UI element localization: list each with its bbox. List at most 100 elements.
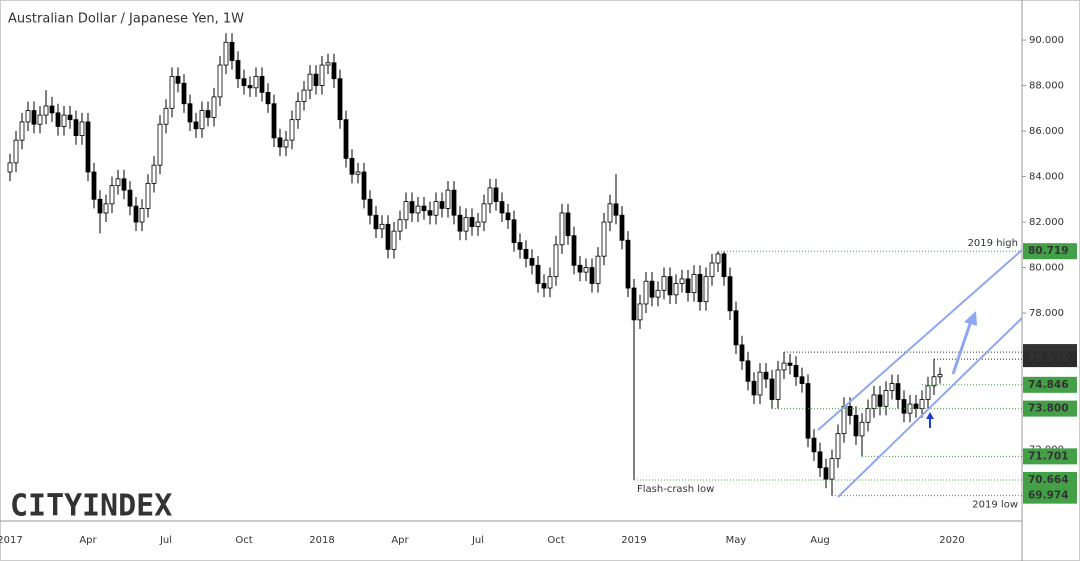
candle-body — [691, 273, 697, 293]
candle-body — [121, 178, 127, 191]
candle-body — [709, 262, 715, 278]
candle-body — [499, 201, 505, 214]
candle-body — [199, 110, 205, 130]
candle-body — [559, 212, 565, 246]
candle-body — [535, 264, 541, 284]
candle-body — [463, 217, 469, 232]
candle-body — [811, 437, 817, 453]
candle-body — [763, 371, 769, 380]
candle-body — [769, 378, 775, 400]
candle-body — [859, 421, 865, 437]
candle-body — [583, 267, 589, 273]
candle-body — [595, 255, 601, 284]
candle-body — [679, 278, 685, 284]
candle-body — [331, 62, 337, 80]
candle-body — [505, 212, 511, 221]
candle-body — [925, 385, 931, 400]
x-tick-label: Oct — [547, 535, 564, 546]
candle-body — [733, 310, 739, 346]
candle-body — [793, 364, 799, 378]
candle-body — [289, 119, 295, 141]
projection-arrow-head — [964, 311, 977, 326]
candle-body — [517, 242, 523, 250]
candle-body — [229, 41, 235, 61]
candle-body — [247, 85, 253, 89]
candle-body — [55, 112, 61, 127]
candle-body — [649, 280, 655, 298]
candle-body — [871, 394, 877, 410]
candle-body — [685, 278, 691, 293]
candle-body — [913, 403, 919, 410]
candle-body — [835, 433, 841, 460]
candle-body — [661, 276, 667, 291]
candle-body — [781, 362, 787, 371]
candle-body — [295, 101, 301, 121]
x-tick-label: 2019 — [621, 535, 646, 546]
level-label: 70.664 — [1028, 474, 1069, 486]
candle-body — [643, 280, 649, 305]
candle-body — [283, 139, 289, 148]
brand-index: INDEX — [82, 489, 172, 524]
candle-body — [319, 64, 325, 86]
candle-body — [337, 78, 343, 121]
candle-body — [427, 210, 433, 216]
x-tick-label: 2017 — [0, 535, 23, 546]
candle-body — [157, 123, 163, 166]
candle-body — [67, 114, 73, 121]
candle-body — [817, 451, 823, 469]
candle-body — [937, 374, 943, 378]
candle-body — [151, 164, 157, 184]
annotations — [817, 249, 1023, 498]
candle-body — [727, 276, 733, 312]
y-tick-label: 88.000 — [1029, 81, 1064, 92]
candle-body — [7, 162, 13, 173]
level-note: 2019 low — [972, 500, 1018, 511]
y-tick-label: 90.000 — [1029, 35, 1064, 46]
candle-body — [745, 360, 751, 382]
candle-body — [235, 60, 241, 80]
candle-body — [601, 221, 607, 257]
candle-body — [469, 217, 475, 227]
level-box — [1023, 400, 1077, 417]
candle-body — [391, 230, 397, 250]
candle-body — [301, 89, 307, 102]
candle-body — [751, 380, 757, 396]
candle-body — [49, 105, 55, 114]
candle-body — [85, 121, 91, 173]
level-box — [1023, 448, 1077, 465]
candle-body — [703, 276, 709, 303]
candle-body — [865, 408, 871, 423]
candle-body — [145, 182, 151, 209]
channel-lower — [837, 317, 1023, 498]
candle-body — [211, 96, 217, 118]
candle-body — [625, 239, 631, 289]
candle-body — [253, 76, 259, 89]
candle-body — [829, 458, 835, 480]
candle-body — [853, 415, 859, 437]
level-label: 80.719 — [1028, 245, 1069, 257]
level-box — [1023, 487, 1077, 504]
candle-body — [415, 205, 421, 214]
level-label: 75.976 — [1028, 353, 1069, 365]
candle-body — [13, 139, 19, 164]
signal-arrow-head — [926, 412, 934, 419]
candle-body — [217, 64, 223, 98]
candle-body — [265, 91, 271, 105]
candle-body — [565, 212, 571, 237]
candle-body — [439, 201, 445, 209]
candle-body — [91, 171, 97, 200]
x-tick-label: Aug — [810, 535, 830, 546]
candle-body — [379, 223, 385, 230]
candle-body — [259, 76, 265, 93]
candle-body — [31, 110, 37, 125]
y-tick-label: 84.000 — [1029, 172, 1064, 183]
candle-body — [883, 390, 889, 407]
x-tick-label: Apr — [79, 535, 97, 546]
candle-body — [433, 201, 439, 216]
candle-body — [385, 223, 391, 250]
candle-body — [511, 219, 517, 243]
candle-body — [667, 276, 673, 296]
candle-body — [457, 214, 463, 232]
